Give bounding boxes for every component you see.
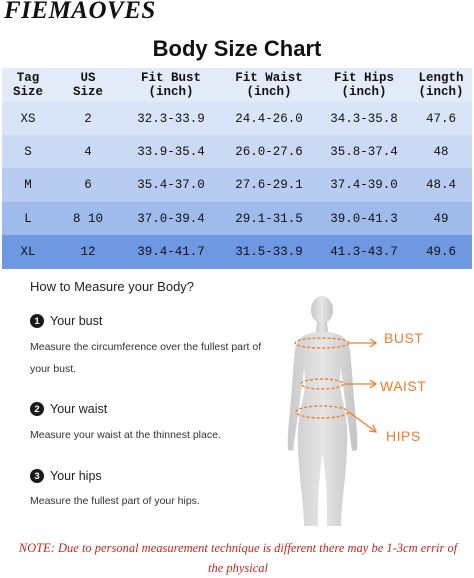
cell-fit-bust: 35.4-37.0 [137, 178, 205, 192]
waist-label: WAIST [380, 378, 427, 394]
cell-fit-hips: 35.8-37.4 [330, 144, 398, 159]
header-tag-size: Tag Size [12, 71, 43, 99]
cell-fit-waist: 29.1-31.5 [235, 211, 303, 226]
step-hips-heading: 3 Your hips [30, 469, 102, 483]
cell-length: 48 [433, 144, 449, 159]
step-bust-heading: 1 Your bust [30, 314, 102, 328]
measurement-note: NOTE: Due to personal measurement techni… [18, 541, 458, 575]
table-row: S 4 33.9-35.4 26.0-27.6 35.8-37.4 48 [2, 135, 472, 168]
cell-length: 49.6 [425, 245, 456, 259]
table-row: M 6 35.4-37.0 27.6-29.1 37.4-39.0 48.4 [2, 168, 472, 202]
cell-fit-waist: 31.5-33.9 [235, 245, 303, 259]
table-row: XL 12 39.4-41.7 31.5-33.9 41.3-43.7 49.6 [2, 235, 472, 269]
cell-fit-bust: 37.0-39.4 [137, 211, 205, 226]
step-label: Your hips [50, 469, 102, 483]
cell-fit-hips: 34.3-35.8 [330, 111, 398, 126]
cell-tag-size: S [24, 144, 32, 159]
cell-length: 47.6 [425, 111, 456, 126]
body-figure: BUST WAIST HIPS [280, 288, 460, 528]
measure-guide-title: How to Measure your Body? [30, 279, 195, 294]
cell-us-size: 4 [84, 144, 92, 159]
header-length: Length (inch) [418, 71, 464, 99]
header-fit-waist: Fit Waist (inch) [235, 71, 303, 99]
header-us-size: US Size [72, 71, 103, 99]
table-row: L 8 10 37.0-39.4 29.1-31.5 39.0-41.3 49 [2, 202, 472, 235]
cell-fit-hips: 37.4-39.0 [330, 178, 398, 192]
cell-fit-bust: 39.4-41.7 [137, 245, 205, 259]
chart-title: Body Size Chart [152, 36, 322, 61]
table-row: XS 2 32.3-33.9 24.4-26.0 34.3-35.8 47.6 [2, 102, 472, 135]
cell-us-size: 6 [84, 178, 92, 192]
cell-us-size: 8 10 [72, 211, 103, 226]
table-header-row: Tag Size US Size Fit Bust (inch) Fit Wai… [2, 68, 472, 102]
cell-us-size: 12 [80, 245, 96, 259]
step-number-badge: 1 [30, 314, 44, 328]
body-silhouette-icon [287, 296, 378, 526]
cell-length: 49 [433, 211, 449, 226]
cell-tag-size: XL [20, 245, 36, 259]
cell-tag-size: L [24, 211, 32, 226]
size-chart-table: Tag Size US Size Fit Bust (inch) Fit Wai… [2, 68, 472, 269]
cell-fit-hips: 41.3-43.7 [330, 245, 398, 259]
cell-fit-waist: 26.0-27.6 [235, 144, 303, 159]
cell-fit-hips: 39.0-41.3 [330, 211, 398, 226]
cell-tag-size: XS [20, 111, 36, 126]
step-number-badge: 2 [30, 402, 44, 416]
cell-fit-bust: 32.3-33.9 [137, 111, 205, 126]
step-waist-description: Measure your waist at the thinnest place… [30, 429, 221, 441]
header-fit-bust: Fit Bust (inch) [140, 71, 201, 99]
cell-fit-bust: 33.9-35.4 [137, 144, 205, 159]
cell-fit-waist: 24.4-26.0 [235, 111, 303, 126]
cell-fit-waist: 27.6-29.1 [235, 178, 303, 192]
hips-label: HIPS [386, 428, 421, 444]
cell-us-size: 2 [84, 111, 92, 126]
step-waist-heading: 2 Your waist [30, 402, 107, 416]
header-fit-hips: Fit Hips (inch) [333, 71, 394, 99]
step-bust-description: Measure the circumference over the fulle… [30, 341, 262, 375]
step-number-badge: 3 [30, 469, 44, 483]
cell-length: 48.4 [425, 178, 456, 192]
bust-label: BUST [384, 330, 424, 346]
step-label: Your bust [50, 314, 103, 328]
step-label: Your waist [50, 402, 108, 416]
cell-tag-size: M [24, 178, 32, 192]
step-hips-description: Measure the fullest part of your hips. [30, 495, 200, 507]
brand-logo-text: FIEMAOVES [4, 0, 156, 24]
